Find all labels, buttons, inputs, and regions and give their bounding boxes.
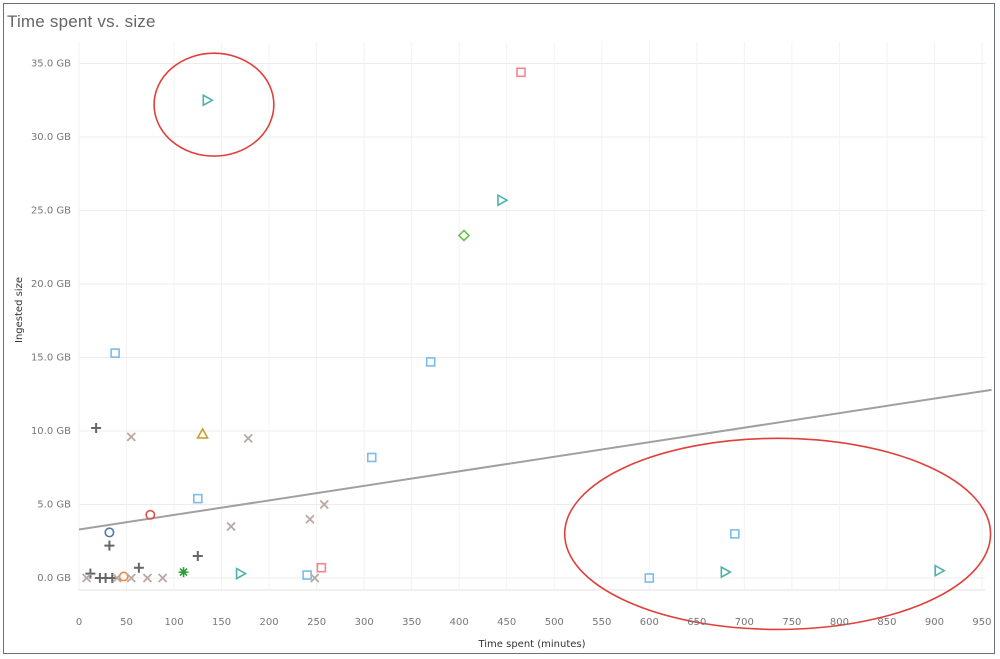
- chart-title: Time spent vs. size: [7, 12, 156, 31]
- data-point-circle: [104, 527, 115, 538]
- data-point-triangle-right: [497, 193, 509, 207]
- x-axis-title: Time spent (minutes): [477, 639, 585, 650]
- annotation-ellipse: [563, 437, 992, 631]
- y-tick-label: 35.0 GB: [31, 59, 71, 70]
- data-point-x: [243, 433, 253, 443]
- x-tick-label: 700: [735, 617, 754, 628]
- data-point-square: [425, 357, 436, 367]
- x-tick-label: 200: [260, 617, 279, 628]
- y-axis-title: Ingested size: [14, 277, 25, 343]
- data-point-square: [316, 562, 327, 573]
- data-point-plus: [85, 568, 96, 579]
- data-point-square: [516, 67, 526, 78]
- y-tick-label: 25.0 GB: [31, 206, 71, 217]
- y-tick-label: 0.0 GB: [37, 573, 71, 584]
- x-tick-label: 450: [497, 617, 516, 628]
- y-tick-label: 10.0 GB: [31, 426, 71, 437]
- chart-frame: [3, 3, 995, 654]
- data-point-x: [112, 573, 122, 583]
- annotation-ellipse: [153, 52, 275, 157]
- data-point-diamond: [457, 229, 471, 242]
- x-tick-label: 250: [307, 617, 326, 628]
- y-tick-label: 15.0 GB: [31, 353, 71, 364]
- data-point-x: [310, 573, 320, 583]
- data-point-plus: [104, 540, 115, 551]
- data-point-x: [81, 573, 92, 583]
- data-point-triangle-right: [202, 93, 214, 107]
- data-point-square: [193, 493, 203, 504]
- data-point-triangle-right: [934, 564, 946, 578]
- y-tick-label: 30.0 GB: [31, 132, 71, 143]
- x-tick-label: 50: [120, 617, 133, 628]
- data-point-plus: [91, 423, 102, 434]
- x-tick-label: 500: [545, 617, 564, 628]
- x-tick-label: 600: [640, 617, 659, 628]
- y-tick-label: 20.0 GB: [31, 279, 71, 290]
- data-point-square: [644, 573, 655, 583]
- x-tick-label: 400: [450, 617, 469, 628]
- data-point-square: [366, 452, 377, 463]
- data-point-x: [126, 573, 136, 583]
- trend-line: [78, 388, 992, 531]
- data-point-square: [730, 529, 740, 539]
- data-point-asterisk: [178, 567, 189, 578]
- x-tick-label: 650: [687, 617, 706, 628]
- data-point-triangle-right: [235, 567, 248, 580]
- data-point-x: [319, 499, 329, 510]
- data-point-plus: [133, 562, 144, 573]
- x-tick-label: 950: [972, 617, 991, 628]
- data-point-x: [126, 432, 136, 442]
- x-tick-label: 550: [592, 617, 611, 628]
- data-point-circle: [145, 509, 156, 520]
- x-tick-label: 800: [830, 617, 849, 628]
- x-tick-label: 150: [212, 617, 231, 628]
- x-tick-label: 850: [877, 617, 896, 628]
- data-point-triangle: [196, 427, 209, 439]
- x-tick-label: 100: [165, 617, 184, 628]
- data-point-x: [226, 521, 236, 532]
- x-tick-label: 0: [76, 617, 82, 628]
- data-point-x: [142, 573, 153, 583]
- data-point-plus: [192, 550, 203, 561]
- data-point-plus: [107, 573, 118, 583]
- x-tick-label: 300: [355, 617, 374, 628]
- data-point-x: [305, 514, 315, 524]
- x-tick-label: 900: [925, 617, 944, 628]
- data-point-x: [158, 573, 168, 583]
- x-tick-label: 750: [782, 617, 801, 628]
- data-point-square: [110, 348, 120, 358]
- y-tick-label: 5.0 GB: [37, 500, 71, 511]
- data-point-triangle-right: [720, 565, 732, 579]
- x-tick-label: 350: [402, 617, 421, 628]
